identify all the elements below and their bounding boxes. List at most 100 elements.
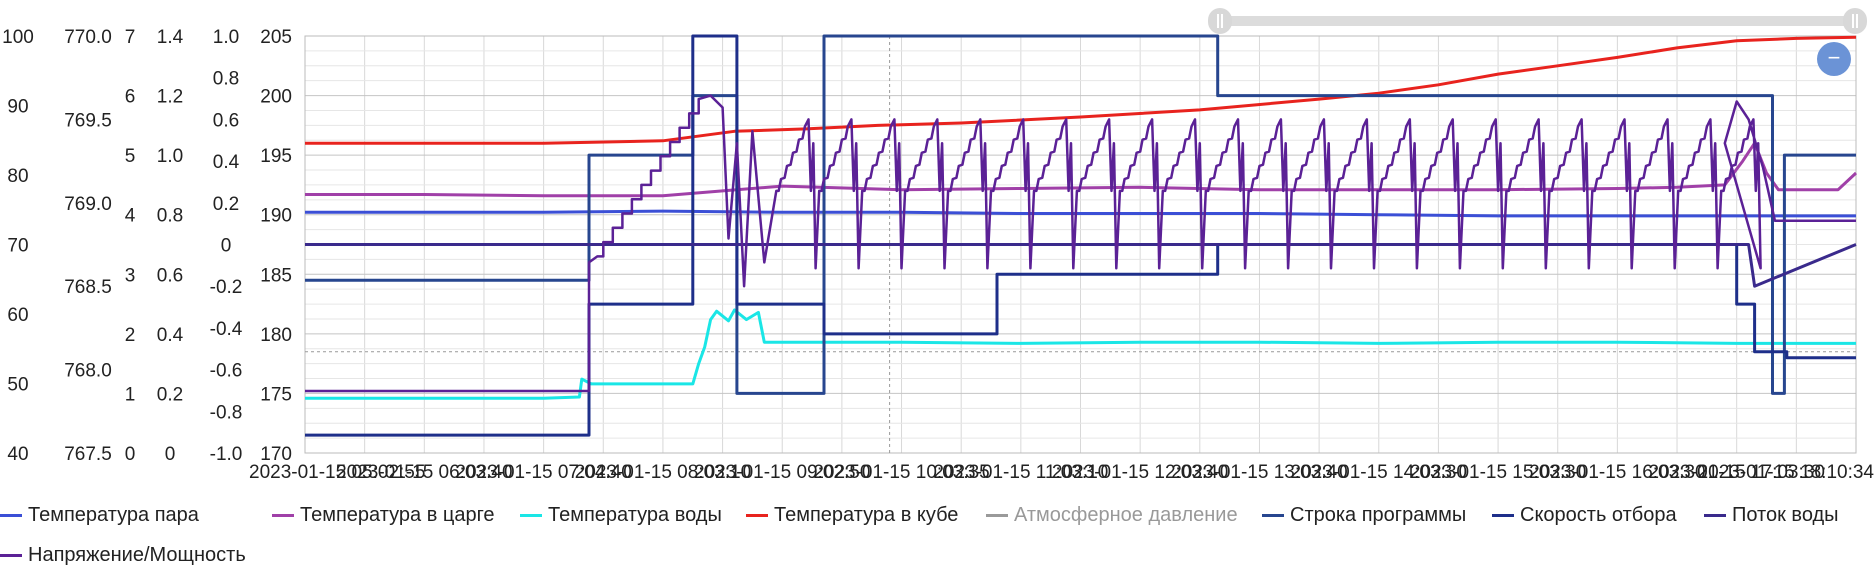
y-tick-label: 767.5 (64, 444, 112, 465)
y-tick-label: 80 (7, 166, 28, 187)
series-line-5 (305, 34, 1856, 395)
range-slider-left-handle[interactable] (1208, 8, 1232, 34)
y-tick-label: 0 (221, 236, 232, 257)
y-tick-label: 180 (260, 325, 292, 346)
y-tick-label: 770.0 (64, 27, 112, 48)
legend-item[interactable]: Атмосферное давление (986, 504, 1238, 527)
x-tick-label: 2023-01-15 11:03:10 (933, 462, 1108, 483)
x-tick-label: 2023-01-15 12:03:40 (1052, 462, 1228, 483)
x-tick-label: 2023-01-15 18:10:34 (1698, 462, 1875, 483)
y-tick-label: 7 (125, 27, 136, 48)
legend-swatch (1262, 514, 1284, 517)
y-tick-label: 4 (125, 206, 136, 227)
x-tick-label: 2023-01-15 15:03:30 (1410, 462, 1586, 483)
y-tick-label: 0.4 (157, 325, 184, 346)
y-tick-label: 0.2 (213, 194, 239, 215)
y-tick-label: 0.8 (213, 69, 239, 90)
y-tick-label: -0.2 (210, 277, 243, 298)
x-tick-label: 2023-01-15 16:03:30 (1529, 462, 1705, 483)
legend-item[interactable]: Температура в царге (272, 504, 495, 527)
range-slider-track[interactable] (1215, 16, 1855, 26)
legend-label: Температура воды (548, 504, 722, 526)
x-tick-label: 2023-01-15 17:03:30 (1648, 462, 1824, 483)
series-line-6 (305, 34, 1856, 437)
y-tick-label: 170 (260, 444, 292, 465)
legend-label: Атмосферное давление (1014, 504, 1238, 526)
y-tick-label: 1.2 (157, 87, 183, 108)
y-tick-label: 40 (7, 444, 28, 465)
legend-swatch (0, 554, 22, 557)
legend-swatch (746, 514, 768, 517)
y-tick-label: 50 (7, 375, 28, 396)
legend-label: Поток воды (1732, 504, 1839, 526)
x-tick-label: 2023-01-15 08:03:10 (575, 462, 751, 483)
y-tick-label: 0 (165, 444, 176, 465)
series-line-0 (305, 209, 1856, 218)
y-tick-label: 769.5 (64, 110, 112, 131)
series-line-7 (305, 243, 1857, 288)
x-tick-label: 2023-01-15 10:03:35 (813, 462, 989, 483)
zoom-out-button[interactable]: − (1817, 42, 1851, 76)
legend-item[interactable]: Температура в кубе (746, 504, 958, 527)
y-tick-label: 60 (7, 305, 28, 326)
y-tick-label: 768.5 (64, 277, 112, 298)
legend-swatch (1704, 514, 1726, 517)
legend-label: Скорость отбора (1520, 504, 1677, 526)
y-tick-label: 1.4 (157, 27, 184, 48)
y-tick-label: 768.0 (64, 361, 112, 382)
series-line-3 (305, 35, 1857, 145)
series-line-2 (305, 308, 1856, 400)
legend-item[interactable]: Поток воды (1704, 504, 1839, 527)
y-tick-label: 0.6 (157, 265, 183, 286)
range-slider-right-handle[interactable] (1843, 8, 1867, 34)
y-tick-label: 0 (125, 444, 136, 465)
y-tick-label: -1.0 (210, 444, 243, 465)
legend-item[interactable]: Напряжение/Мощность (0, 544, 246, 567)
y-tick-label: -0.8 (210, 402, 243, 423)
y-tick-label: 100 (2, 27, 34, 48)
legend-swatch (1492, 514, 1514, 517)
y-tick-label: 70 (7, 236, 28, 257)
x-tick-label: 2023-01-15 13:03:40 (1171, 462, 1347, 483)
legend-item[interactable]: Строка программы (1262, 504, 1466, 527)
x-tick-label: 2023-01-15 05:02:55 (249, 462, 425, 483)
y-tick-label: 0.4 (213, 152, 240, 173)
legend-swatch (520, 514, 542, 517)
y-tick-label: -0.6 (210, 361, 243, 382)
legend-swatch (0, 514, 22, 517)
y-tick-label: 175 (260, 384, 292, 405)
y-tick-label: 769.0 (64, 194, 112, 215)
y-tick-label: 205 (260, 27, 292, 48)
y-tick-label: 190 (260, 206, 292, 227)
y-tick-label: 0.2 (157, 384, 183, 405)
y-tick-label: 0.6 (213, 110, 239, 131)
chart-svg: 100908070605040770.0769.5769.0768.5768.0… (2, 27, 1875, 483)
x-tick-label: 2023-01-15 07:04:40 (455, 462, 631, 483)
legend-label: Температура в царге (300, 504, 495, 526)
x-tick-label: 2023-01-15 09:02:50 (694, 462, 870, 483)
legend-item[interactable]: Температура воды (520, 504, 722, 527)
legend-swatch (986, 514, 1008, 517)
y-tick-label: 2 (125, 325, 136, 346)
legend-swatch (272, 514, 294, 517)
y-tick-label: 1.0 (213, 27, 239, 48)
y-tick-label: 0.8 (157, 206, 183, 227)
y-tick-label: 195 (260, 146, 292, 167)
y-tick-label: 185 (260, 265, 292, 286)
legend-label: Напряжение/Мощность (28, 544, 246, 566)
legend-item[interactable]: Скорость отбора (1492, 504, 1677, 527)
legend-label: Строка программы (1290, 504, 1467, 526)
legend: Температура пара Температура в царге Темпе… (0, 498, 1876, 576)
legend-label: Температура в кубе (774, 504, 959, 526)
y-tick-label: 1.0 (157, 146, 183, 167)
x-tick-label: 2023-01-15 06:03:40 (336, 462, 512, 483)
y-tick-label: 90 (7, 97, 28, 118)
y-tick-label: 3 (125, 265, 136, 286)
y-tick-label: 6 (125, 87, 136, 108)
y-tick-label: 1 (125, 384, 136, 405)
y-tick-label: 5 (125, 146, 136, 167)
legend-item[interactable]: Температура пара (0, 504, 199, 527)
series-line-voltage (305, 94, 1856, 393)
legend-label: Температура пара (28, 504, 199, 526)
